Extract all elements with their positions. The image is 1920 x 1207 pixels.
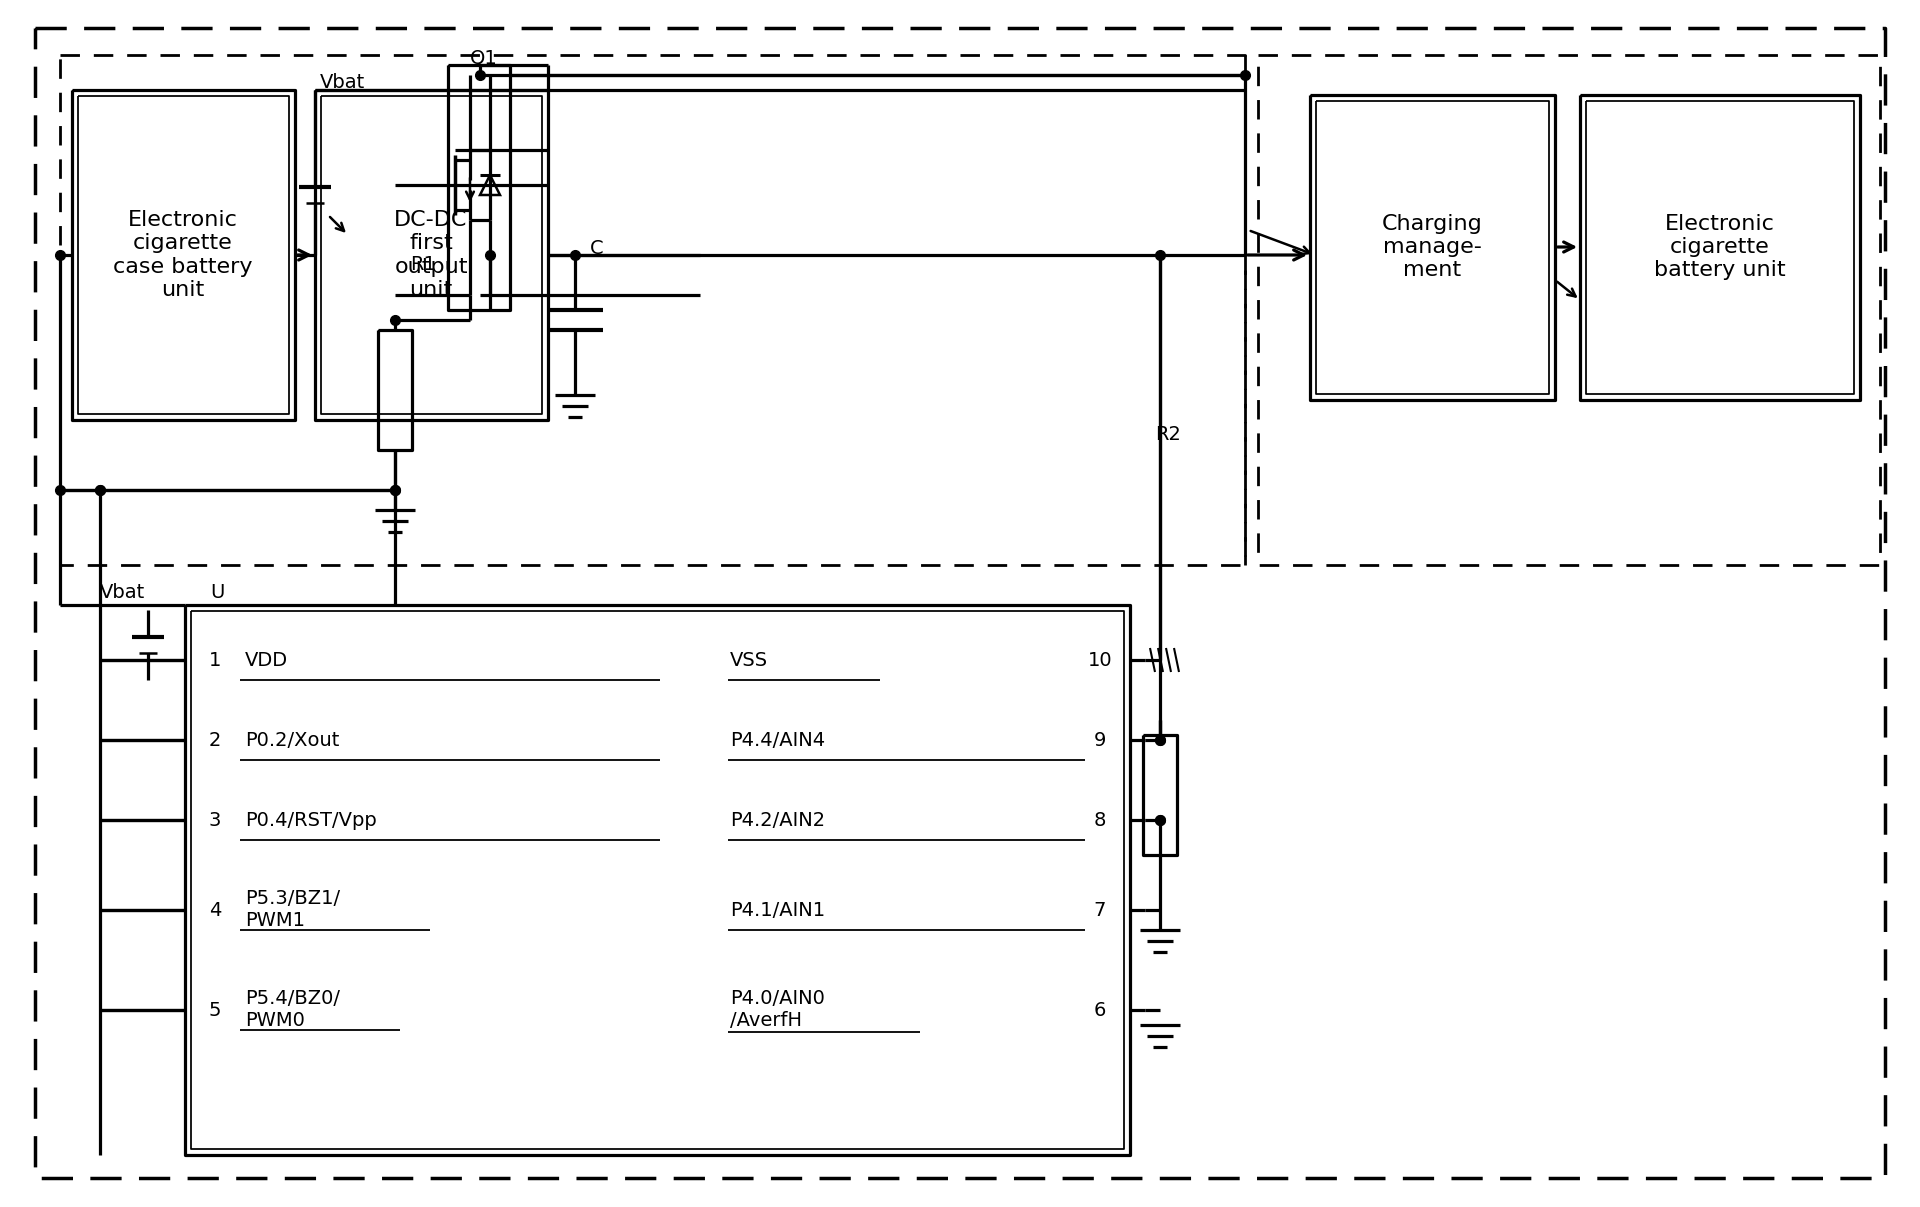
Text: 4: 4 <box>209 900 221 920</box>
Text: Q1: Q1 <box>470 48 497 68</box>
Text: P4.2/AIN2: P4.2/AIN2 <box>730 810 826 829</box>
Text: 5: 5 <box>209 1001 221 1020</box>
Text: 6: 6 <box>1094 1001 1106 1020</box>
Text: P5.4/BZ0/
PWM0: P5.4/BZ0/ PWM0 <box>246 990 340 1031</box>
Text: U: U <box>209 583 225 602</box>
Text: 9: 9 <box>1094 730 1106 750</box>
Text: P4.0/AIN0
/AverfH: P4.0/AIN0 /AverfH <box>730 990 826 1031</box>
Text: Electronic
cigarette
case battery
unit: Electronic cigarette case battery unit <box>113 210 253 299</box>
Text: 1: 1 <box>209 651 221 670</box>
Text: P5.3/BZ1/
PWM1: P5.3/BZ1/ PWM1 <box>246 890 340 931</box>
Text: R1: R1 <box>411 256 436 274</box>
Text: VSS: VSS <box>730 651 768 670</box>
Text: P4.1/AIN1: P4.1/AIN1 <box>730 900 826 920</box>
Text: Charging
manage-
ment: Charging manage- ment <box>1382 214 1482 280</box>
Text: 8: 8 <box>1094 810 1106 829</box>
Text: P0.2/Xout: P0.2/Xout <box>246 730 340 750</box>
Text: C: C <box>589 239 603 257</box>
Text: Electronic
cigarette
battery unit: Electronic cigarette battery unit <box>1655 214 1786 280</box>
Text: 3: 3 <box>209 810 221 829</box>
Text: R2: R2 <box>1156 426 1181 444</box>
Text: VDD: VDD <box>246 651 288 670</box>
Text: 2: 2 <box>209 730 221 750</box>
Text: 7: 7 <box>1094 900 1106 920</box>
Text: Vbat: Vbat <box>321 72 365 92</box>
Text: P4.4/AIN4: P4.4/AIN4 <box>730 730 826 750</box>
Text: 10: 10 <box>1089 651 1112 670</box>
Text: DC-DC
first
output
unit: DC-DC first output unit <box>394 210 468 299</box>
Text: P0.4/RST/Vpp: P0.4/RST/Vpp <box>246 810 376 829</box>
Text: Vbat: Vbat <box>100 583 146 602</box>
